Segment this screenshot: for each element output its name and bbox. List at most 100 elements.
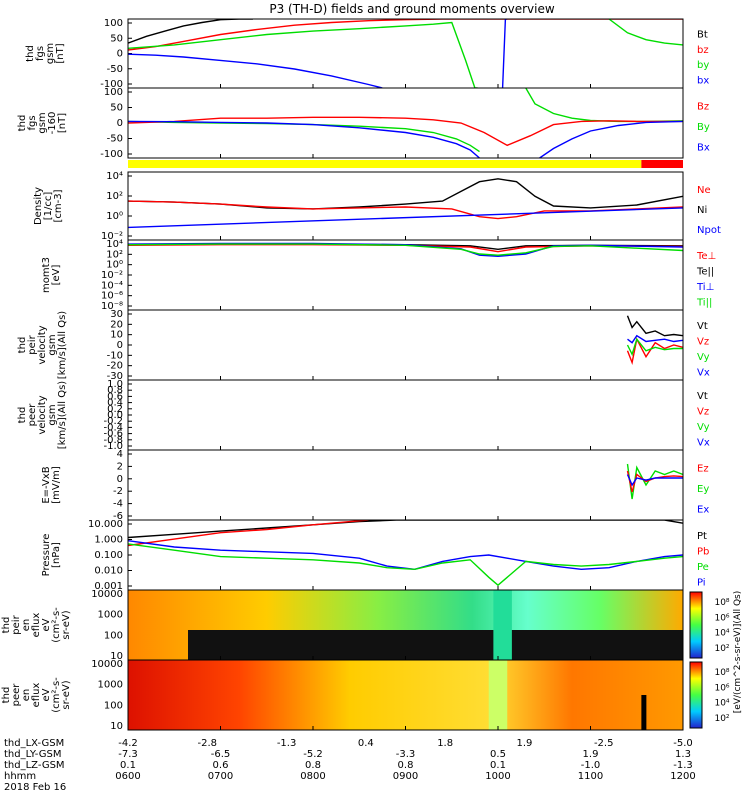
panel-5: thd peir velocity gsm [km/s](All Qs) 3020100-… (17, 309, 710, 382)
legend-entry: Pe (697, 562, 709, 573)
series-line (626, 337, 683, 357)
y-axis-label: eV (41, 618, 52, 631)
panel-frame (127, 171, 684, 241)
legend-entry: Pi (697, 577, 706, 588)
y-tick-label: 4 (117, 449, 123, 460)
y-tick-label: -2 (113, 486, 123, 497)
series-line (501, 19, 508, 88)
y-axis-label: (cm²-s- (51, 607, 62, 643)
legend-entry: Vz (697, 336, 709, 347)
y-axis-label: gsm (47, 334, 58, 355)
y-tick-label: 10⁻² (101, 270, 123, 281)
y-tick-label: 10⁰ (106, 211, 123, 222)
y-axis-label: [km/s](All Qs) (57, 311, 68, 379)
y-axis-label: (cm²-s- (51, 677, 62, 713)
series-line (128, 53, 383, 88)
series-line (128, 520, 683, 539)
y-axis-label: fgs (27, 115, 38, 130)
legend-entry: Vy (697, 352, 710, 363)
y-tick-label: 0.010 (94, 566, 123, 577)
series-line (128, 116, 683, 147)
series-line (128, 540, 683, 571)
axis-row-value: -4.2 (118, 738, 138, 749)
panel-6: thd peer velocity gsm [km/s](All Qs) 1.00.80.… (17, 379, 710, 452)
legend-entry: Te⊥ (696, 251, 716, 262)
y-tick-label: 0 (117, 49, 123, 60)
y-tick-label: 30 (110, 309, 123, 320)
legend-entry: Vt (697, 391, 708, 402)
colorbar-tick-label: 10⁸ (714, 668, 729, 678)
y-tick-label: 0.001 (94, 581, 123, 592)
y-tick-label: 10 (110, 651, 123, 662)
axis-row-value: -5.0 (673, 738, 693, 749)
series-line (525, 88, 683, 123)
y-tick-label: 10⁻⁸ (101, 301, 123, 312)
legend-entry: By (697, 122, 710, 133)
legend-entry: Ez (697, 463, 709, 474)
series-line (128, 543, 683, 587)
legend-entry: Ey (697, 484, 709, 495)
y-tick-label: -20 (107, 361, 123, 372)
y-tick-label: 100 (104, 630, 123, 641)
y-axis-label: Density (33, 187, 44, 225)
legend-entry: bx (697, 75, 709, 86)
y-axis-label: gsm (47, 404, 58, 425)
y-tick-label: 10² (106, 249, 123, 260)
y-tick-label: 1000 (98, 680, 123, 691)
series-line (128, 120, 480, 158)
y-tick-label: 20 (110, 319, 123, 330)
axis-row-value: -3.3 (396, 749, 416, 760)
y-axis-label: [nT] (57, 113, 68, 133)
y-tick-label: 0.0 (107, 410, 123, 421)
axis-row-value: 1.8 (437, 738, 453, 749)
y-tick-label: 10⁴ (106, 171, 123, 182)
axis-row-value: 0.6 (213, 760, 229, 771)
panel-8: Pressure [nPa] 10.000 1.000 0.100 0.010 0.001 P… (41, 519, 709, 592)
legend-entry: Vx (697, 437, 710, 448)
legend-entry: Pb (697, 546, 709, 557)
series-line (626, 315, 683, 337)
y-axis-label: sr-eV) (61, 610, 72, 639)
panel-2: thd fgs gsm -160 [nT] 100 50 0 -50 -100 Bz By Bx (17, 87, 710, 160)
y-tick-label: 10000 (91, 659, 123, 670)
axis-row-value: -2.5 (594, 738, 614, 749)
y-axis-label: [nPa] (51, 542, 62, 568)
y-axis-label: [nT] (55, 43, 66, 63)
y-axis-label: eV (41, 688, 52, 701)
axis-row-value: 0900 (393, 771, 418, 782)
series-line (128, 243, 683, 256)
y-tick-label: -30 (107, 371, 123, 382)
axis-row-value: 0600 (115, 771, 140, 782)
y-tick-label: 10⁰ (106, 260, 123, 271)
mode-bar-yellow (128, 160, 642, 168)
y-tick-label: 10⁴ (106, 239, 123, 250)
series-line (128, 207, 683, 229)
legend-entry: Bx (697, 143, 710, 154)
panel-3: Density [1/cc] [cm-3] 10⁴ 10² 10⁰ 10⁻² Ne Ni Npot (33, 171, 721, 242)
series-line (627, 334, 683, 344)
axis-row-value: 0700 (208, 771, 233, 782)
y-axis-label: gsm (37, 112, 48, 133)
legend-entry: Ni (697, 205, 707, 216)
y-tick-label: -0.4 (103, 422, 123, 433)
colorbar-label: [eV/(cm^2-s-sr-eV)](All Qs) (733, 591, 743, 714)
y-tick-label: 10⁻² (101, 231, 123, 242)
y-tick-label: 10000 (91, 589, 123, 600)
y-tick-label: 100 (104, 700, 123, 711)
axis-row-label: thd_LZ-GSM (4, 760, 65, 771)
y-tick-label: 0.4 (107, 398, 123, 409)
y-tick-label: 10 (110, 721, 123, 732)
legend-entry: Vz (697, 406, 709, 417)
axis-row-value: 0.1 (490, 760, 506, 771)
y-tick-label: 0 (117, 118, 123, 129)
panel-1: thd fgs gsm [nT] 100 50 0 -50 -100 Bt bz by bx (25, 18, 709, 90)
series-line (608, 19, 683, 46)
y-axis-label: peir (11, 614, 22, 634)
legend-entry: Bz (697, 101, 709, 112)
axis-row-value: -6.5 (211, 749, 231, 760)
y-axis-label: peer (27, 403, 38, 427)
y-tick-label: 0.2 (107, 404, 123, 415)
y-axis-label: -160 (47, 112, 58, 135)
